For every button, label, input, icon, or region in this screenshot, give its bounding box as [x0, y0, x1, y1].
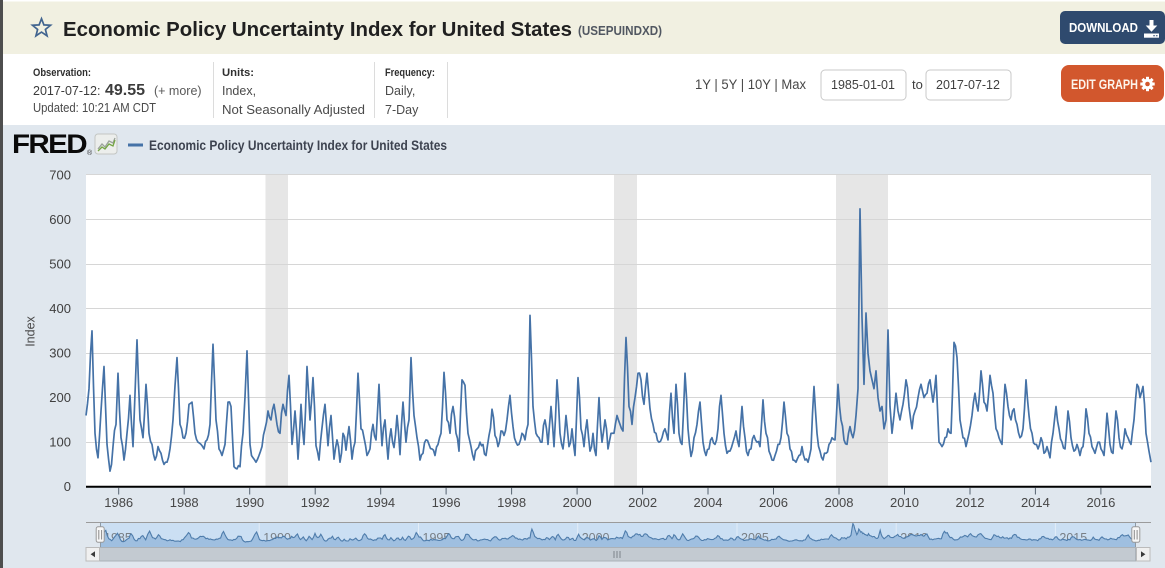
svg-text:EDIT GRAPH: EDIT GRAPH [1071, 77, 1138, 92]
svg-text:49.55: 49.55 [105, 82, 145, 99]
svg-text:Index,: Index, [222, 84, 256, 98]
svg-text:(USEPUINDXD): (USEPUINDXD) [578, 23, 662, 38]
svg-text:Updated: 10:21 AM CDT: Updated: 10:21 AM CDT [33, 101, 156, 115]
svg-text:1998: 1998 [497, 495, 526, 510]
svg-text:1986: 1986 [104, 495, 133, 510]
svg-text:7-Day: 7-Day [385, 103, 419, 117]
svg-text:200: 200 [49, 390, 71, 405]
svg-text:DOWNLOAD: DOWNLOAD [1069, 20, 1138, 35]
svg-text:2017-07-12: 2017-07-12 [936, 78, 1000, 92]
svg-text:Observation:: Observation: [33, 67, 91, 79]
svg-text:Not Seasonally Adjusted: Not Seasonally Adjusted [222, 102, 365, 117]
svg-text:0: 0 [64, 479, 71, 494]
svg-text:600: 600 [49, 212, 71, 227]
svg-text:2014: 2014 [1021, 495, 1050, 510]
svg-text:to: to [912, 77, 923, 92]
svg-text:2016: 2016 [1086, 495, 1115, 510]
svg-text:1Y | 5Y | 10Y | Max: 1Y | 5Y | 10Y | Max [695, 77, 806, 92]
svg-text:Daily,: Daily, [385, 84, 415, 98]
svg-text:2000: 2000 [563, 495, 592, 510]
svg-text:FRED: FRED [12, 129, 87, 159]
svg-text:1990: 1990 [235, 495, 264, 510]
svg-text:Economic Policy Uncertainty In: Economic Policy Uncertainty Index for Un… [149, 137, 447, 153]
svg-text:2004: 2004 [694, 495, 723, 510]
svg-text:2017-07-12:: 2017-07-12: [33, 84, 100, 98]
svg-text:400: 400 [49, 301, 71, 316]
svg-text:1992: 1992 [301, 495, 330, 510]
svg-text:Frequency:: Frequency: [385, 67, 435, 79]
svg-text:500: 500 [49, 257, 71, 272]
svg-text:100: 100 [49, 435, 71, 450]
svg-text:2010: 2010 [890, 495, 919, 510]
svg-text:®: ® [87, 149, 93, 157]
svg-text:Economic Policy Uncertainty In: Economic Policy Uncertainty Index for Un… [63, 19, 572, 41]
svg-text:(+ more): (+ more) [154, 84, 202, 98]
svg-text:2012: 2012 [956, 495, 985, 510]
svg-text:Units:: Units: [222, 67, 254, 79]
svg-text:1996: 1996 [432, 495, 461, 510]
svg-text:700: 700 [49, 168, 71, 183]
svg-text:300: 300 [49, 346, 71, 361]
svg-text:2008: 2008 [825, 495, 854, 510]
svg-text:1985-01-01: 1985-01-01 [831, 78, 895, 92]
svg-text:2002: 2002 [628, 495, 657, 510]
svg-text:2006: 2006 [759, 495, 788, 510]
svg-text:1994: 1994 [366, 495, 395, 510]
svg-text:1988: 1988 [170, 495, 199, 510]
svg-text:Index: Index [24, 315, 38, 346]
